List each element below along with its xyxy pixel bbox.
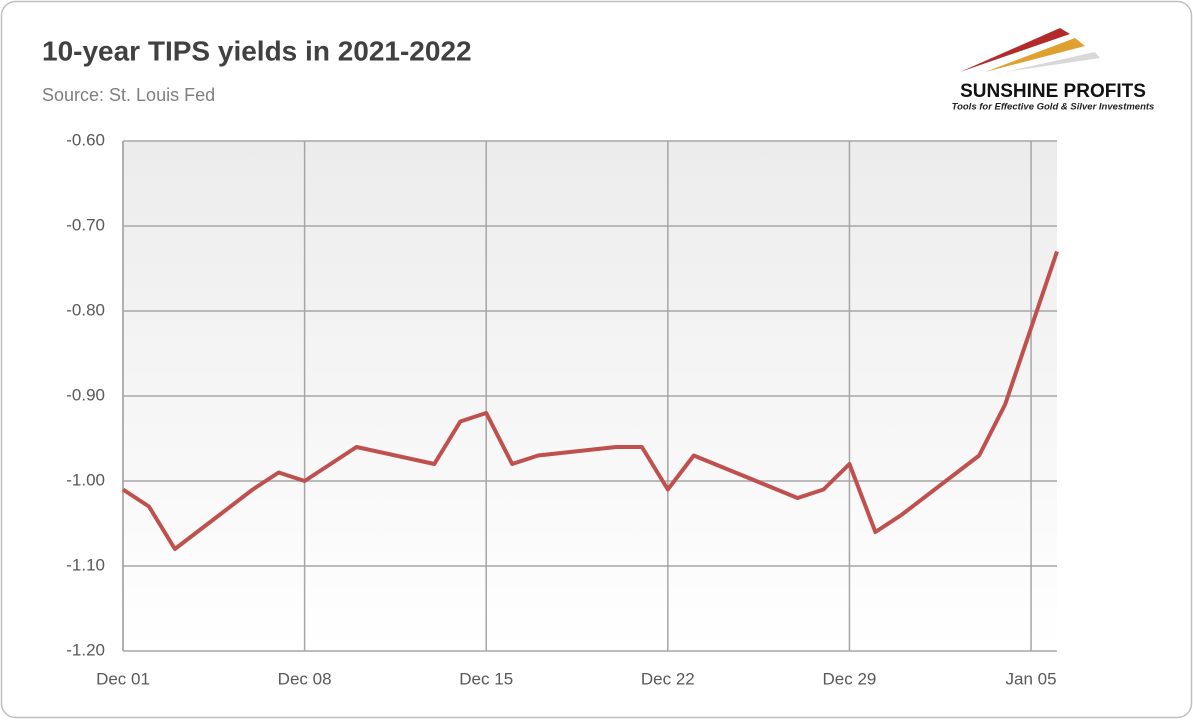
x-tick-label: Dec 08	[278, 669, 332, 688]
y-tick-label: -1.20	[66, 640, 105, 659]
x-tick-label: Dec 01	[96, 669, 150, 688]
y-tick-label: -0.90	[66, 385, 105, 404]
logo-swoosh	[1005, 52, 1100, 72]
logo-tagline: Tools for Effective Gold & Silver Invest…	[952, 102, 1155, 113]
x-tick-label: Jan 05	[1006, 669, 1057, 688]
logo-name: SUNSHINE PROFITS	[960, 81, 1146, 102]
y-tick-label: -1.10	[66, 555, 105, 574]
chart-subtitle: Source: St. Louis Fed	[42, 85, 215, 105]
y-tick-label: -0.70	[66, 215, 105, 234]
y-tick-label: -0.60	[66, 130, 105, 149]
x-tick-label: Dec 15	[459, 669, 513, 688]
y-tick-label: -0.80	[66, 300, 105, 319]
logo: SUNSHINE PROFITS Tools for Effective Gol…	[952, 28, 1155, 113]
chart-title: 10-year TIPS yields in 2021-2022	[42, 35, 472, 66]
y-tick-label: -1.00	[66, 470, 105, 489]
logo-swoosh	[985, 38, 1085, 72]
x-tick-label: Dec 29	[823, 669, 877, 688]
x-tick-label: Dec 22	[641, 669, 695, 688]
logo-swoosh	[960, 28, 1070, 72]
data-line	[121, 250, 1059, 551]
